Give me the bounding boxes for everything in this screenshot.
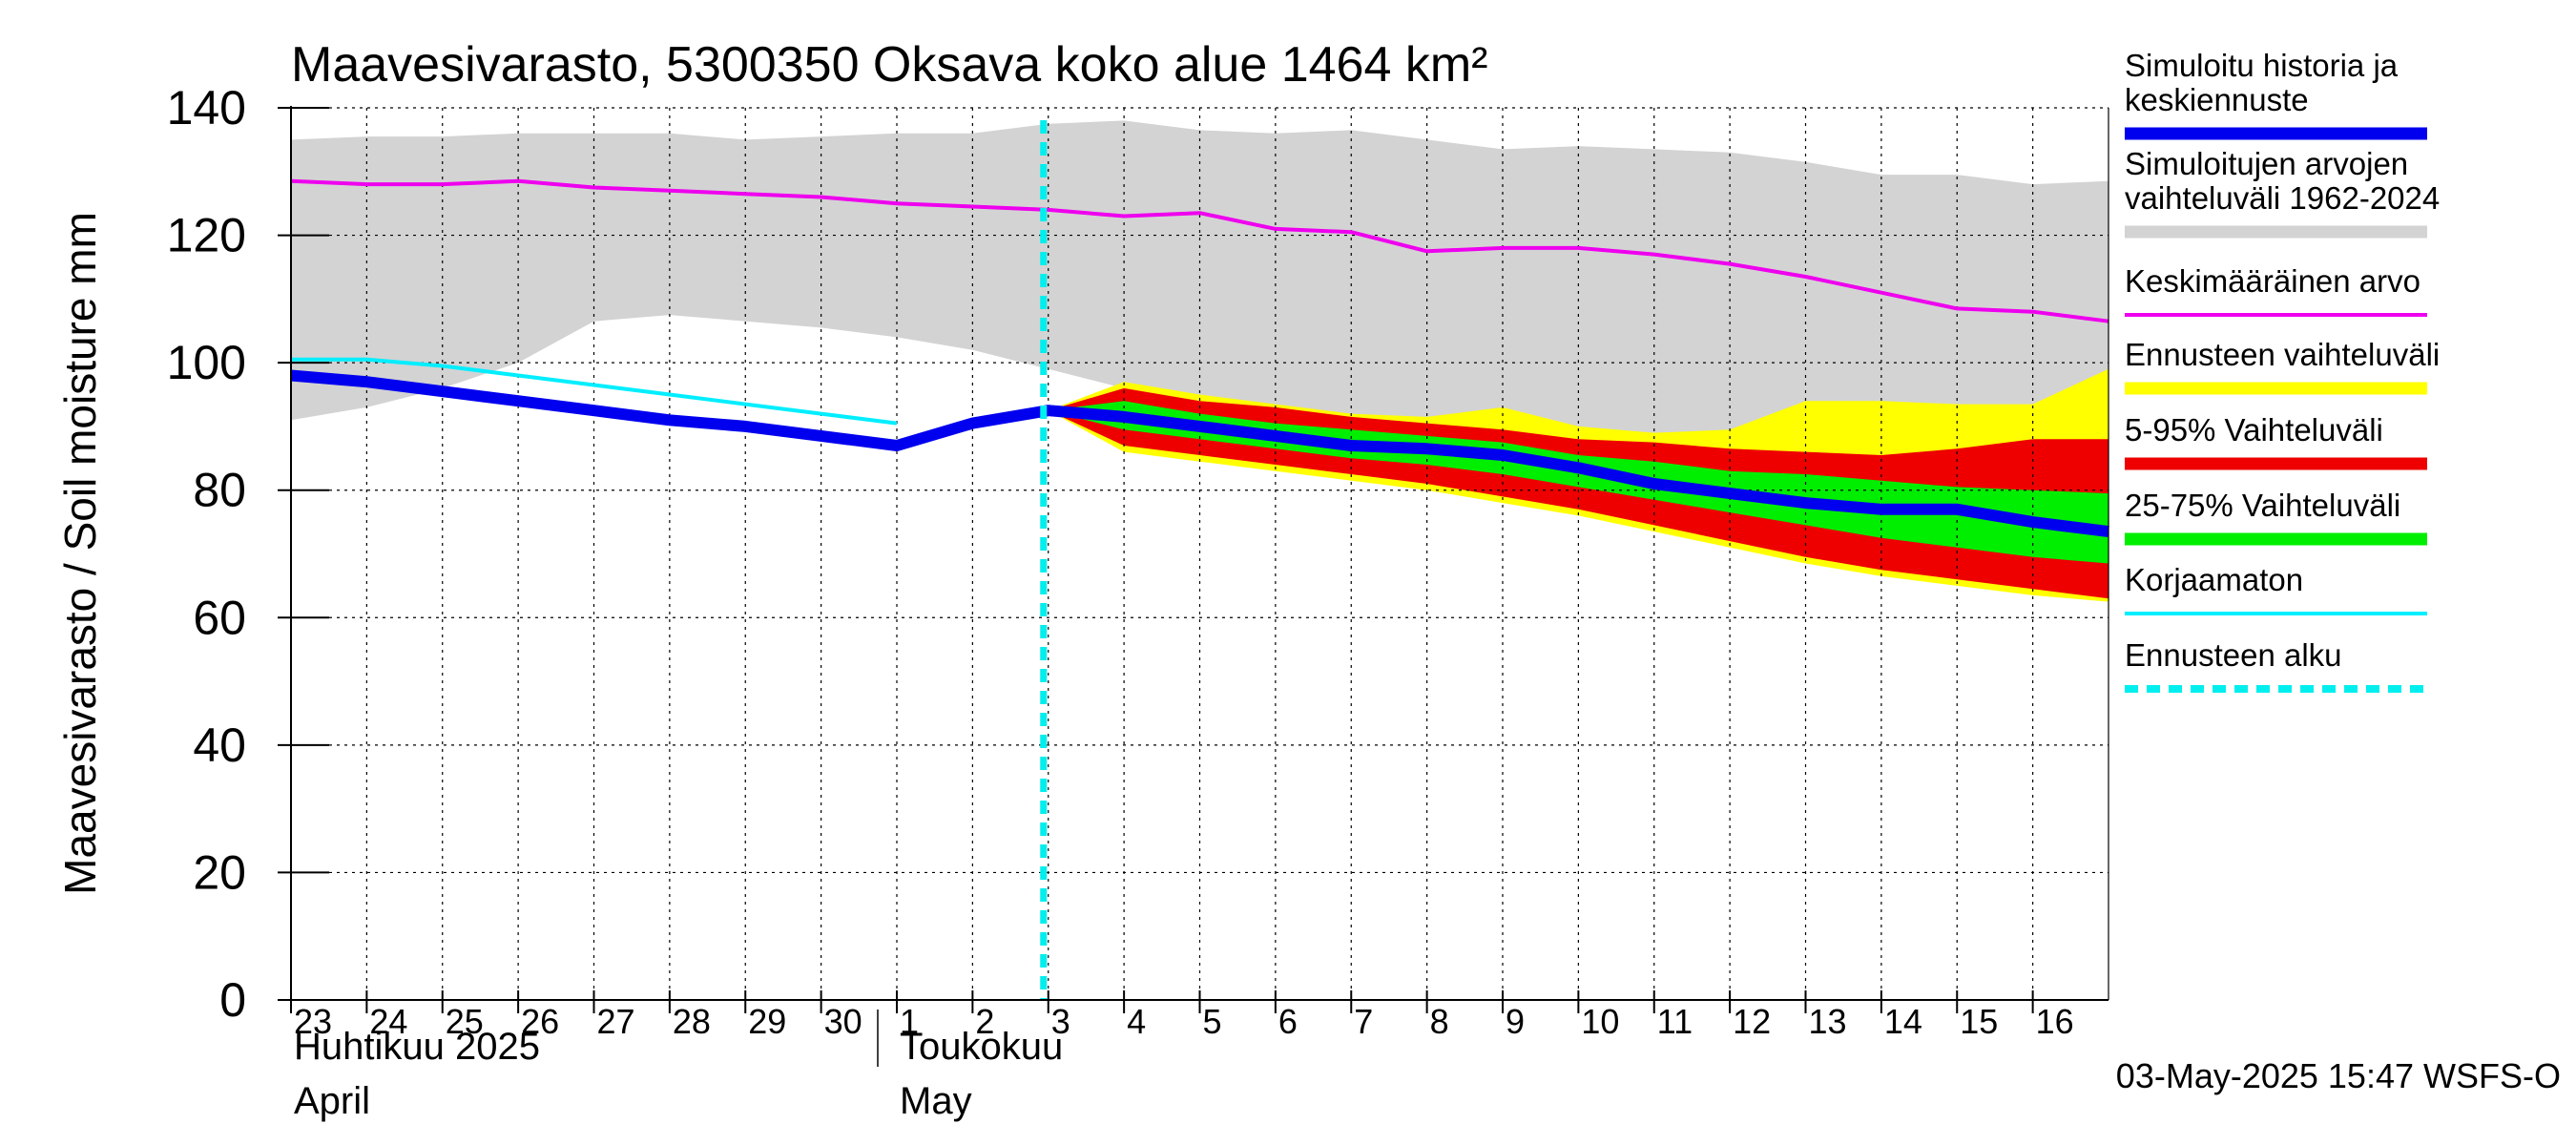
x-tick-label: 8 xyxy=(1430,1002,1449,1041)
series-line-mean xyxy=(290,178,2109,323)
x-tick-labels: 23 24 25 26 27 28 29 30 1 2 3 4 5 6 7 8 9 10 11 12 13 14 15 16 xyxy=(294,1002,2074,1041)
y-tick-label: 60 xyxy=(193,591,246,644)
timestamp: 03-May-2025 15:47 WSFS-O xyxy=(2116,1056,2561,1095)
x-tick-label: 23 xyxy=(294,1002,332,1041)
x-tick-label: 6 xyxy=(1278,1002,1298,1041)
x-tick-label: 26 xyxy=(521,1002,559,1041)
plot-axes xyxy=(278,106,2109,1067)
legend-label-ens_range: Ennusteen vaihteluväli xyxy=(2125,337,2440,372)
y-tick-label: 140 xyxy=(167,81,246,135)
chart-title: Maavesivarasto, 5300350 Oksava koko alue… xyxy=(291,37,1487,93)
y-axis-label: Maavesivarasto / Soil moisture mm xyxy=(55,212,105,895)
plot-lines xyxy=(290,178,2109,538)
series-band-range_hist xyxy=(291,120,2109,490)
month-label-fi: Huhtikuu 2025 xyxy=(294,1026,540,1068)
legend-label-uncorrected: Korjaamaton xyxy=(2125,562,2303,597)
x-tick-label: 15 xyxy=(1960,1002,1998,1041)
x-tick-label: 2 xyxy=(975,1002,994,1041)
month-labels: Huhtikuu 2025 April Toukokuu May xyxy=(294,1026,1063,1122)
y-tick-label: 20 xyxy=(193,845,246,899)
x-tick-label: 16 xyxy=(2036,1002,2074,1041)
legend-label-p5_95: 5-95% Vaihteluväli xyxy=(2125,412,2383,448)
x-tick-label: 30 xyxy=(824,1002,862,1041)
x-tick-label: 5 xyxy=(1203,1002,1222,1041)
legend-label-mean: Keskimääräinen arvo xyxy=(2125,263,2420,299)
x-tick-label: 28 xyxy=(673,1002,711,1041)
x-tick-label: 25 xyxy=(446,1002,484,1041)
x-tick-label: 11 xyxy=(1657,1002,1693,1041)
legend-label-p25_75: 25-75% Vaihteluväli xyxy=(2125,488,2400,523)
y-tick-label: 0 xyxy=(219,973,246,1027)
plot-grid xyxy=(291,107,2109,1000)
y-tick-label: 120 xyxy=(167,209,246,262)
x-tick-label: 12 xyxy=(1733,1002,1771,1041)
x-tick-label: 3 xyxy=(1051,1002,1070,1041)
month-label-en: May xyxy=(900,1080,972,1122)
legend-label-forecast_start: Ennusteen alku xyxy=(2125,637,2342,673)
series-line-uncorrected xyxy=(291,357,898,426)
series-line-history xyxy=(290,369,2109,538)
y-tick-label: 40 xyxy=(193,718,246,772)
x-tick-label: 10 xyxy=(1581,1002,1619,1041)
legend-label-history: Simuloitu historia ja xyxy=(2125,48,2399,83)
x-tick-label: 24 xyxy=(369,1002,407,1041)
y-tick-labels: 0 20 40 60 80 100 120 140 xyxy=(167,81,246,1027)
x-tick-label: 14 xyxy=(1884,1002,1922,1041)
x-tick-label: 4 xyxy=(1127,1002,1146,1041)
legend-label-range_hist: vaihteluväli 1962-2024 xyxy=(2125,180,2440,216)
month-label-en: April xyxy=(294,1080,370,1122)
legend-label-range_hist: Simuloitujen arvojen xyxy=(2125,146,2408,181)
x-tick-label: 13 xyxy=(1809,1002,1847,1041)
x-tick-label: 29 xyxy=(748,1002,786,1041)
y-tick-label: 100 xyxy=(167,336,246,389)
y-tick-label: 80 xyxy=(193,464,246,517)
x-tick-label: 9 xyxy=(1506,1002,1525,1041)
legend-label-history: keskiennuste xyxy=(2125,82,2309,117)
x-tick-label: 7 xyxy=(1354,1002,1373,1041)
month-label-fi: Toukokuu xyxy=(900,1026,1063,1068)
x-tick-label: 1 xyxy=(900,1002,919,1041)
x-tick-label: 27 xyxy=(597,1002,635,1041)
